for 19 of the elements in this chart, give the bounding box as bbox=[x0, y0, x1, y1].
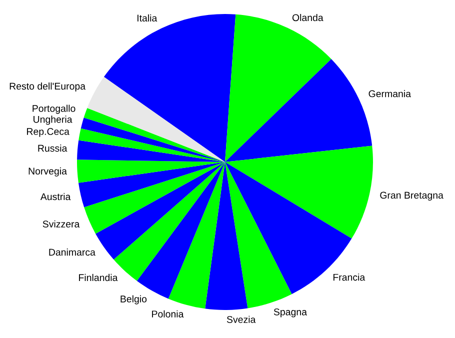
slice-label: Danimarca bbox=[49, 248, 96, 256]
slice-label: Austria bbox=[40, 192, 71, 200]
slice-label: Rep.Ceca bbox=[27, 128, 70, 137]
slice-label: Ungheria bbox=[34, 116, 72, 125]
slice-label: Svezia bbox=[226, 316, 256, 323]
slice-label: Olanda bbox=[292, 14, 324, 22]
slice-label: Francia bbox=[333, 274, 366, 281]
slice-label: Norvegia bbox=[28, 167, 67, 176]
slice-label: Germania bbox=[368, 90, 411, 98]
slice-label: Svizzera bbox=[42, 220, 80, 228]
slice-label: Russia bbox=[38, 144, 68, 152]
slice-label: Polonia bbox=[152, 310, 184, 318]
slice-label: Spagna bbox=[274, 308, 307, 318]
slice-label: Portogallo bbox=[32, 104, 76, 114]
slice-label: Italia bbox=[137, 14, 158, 22]
slice-label: Gran Bretagna bbox=[380, 192, 444, 201]
slice-label: Finlandia bbox=[79, 274, 118, 282]
slice-label: Belgio bbox=[120, 295, 147, 304]
slice-label: Resto dell'Europa bbox=[10, 82, 86, 92]
